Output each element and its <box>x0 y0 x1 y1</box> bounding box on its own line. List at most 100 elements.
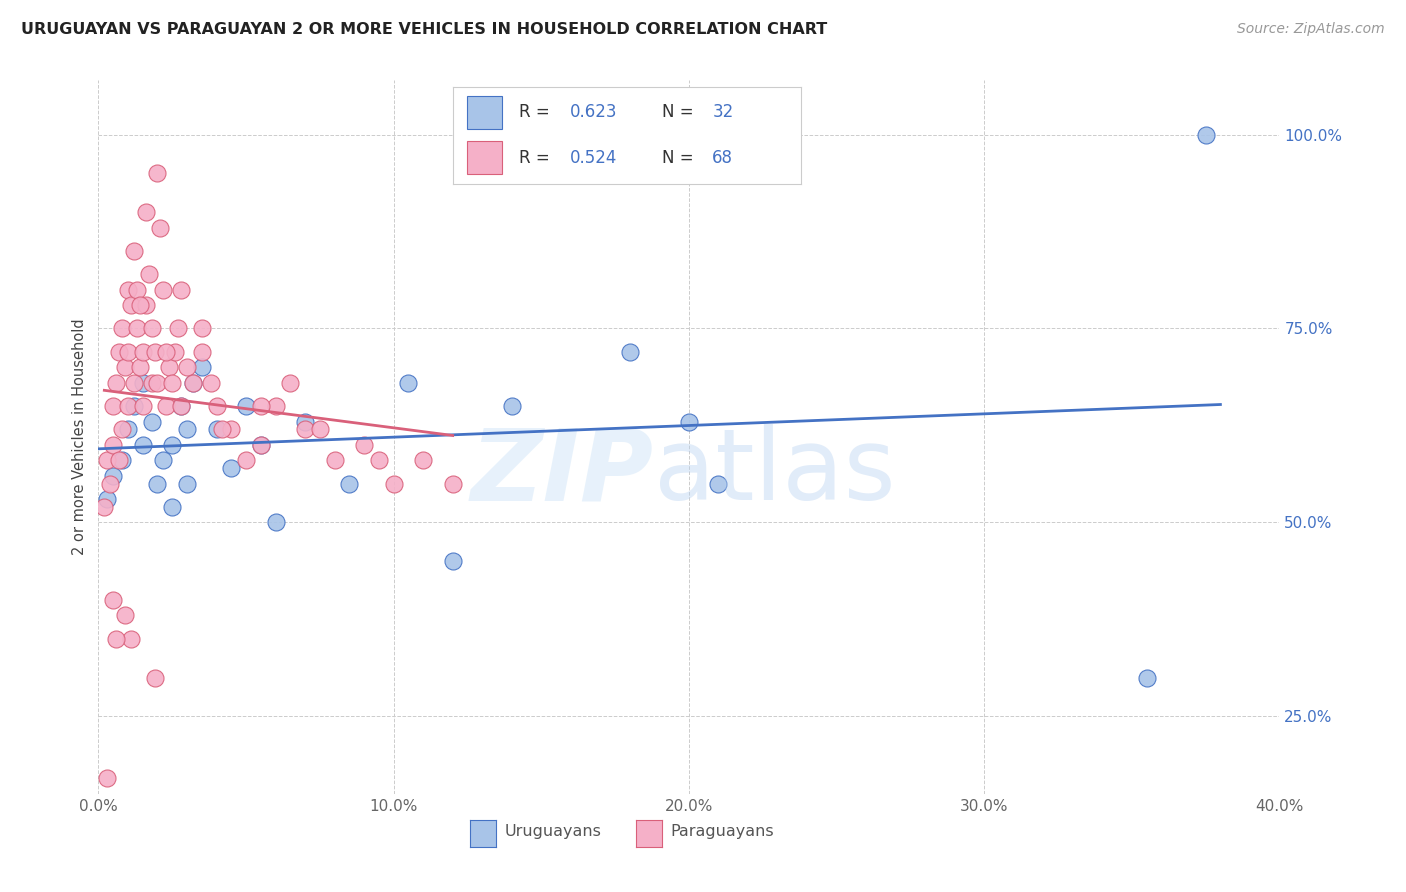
Point <box>141 321 163 335</box>
Point <box>105 632 128 646</box>
Point <box>353 438 375 452</box>
Point <box>162 438 183 452</box>
Text: URUGUAYAN VS PARAGUAYAN 2 OR MORE VEHICLES IN HOUSEHOLD CORRELATION CHART: URUGUAYAN VS PARAGUAYAN 2 OR MORE VEHICL… <box>21 22 827 37</box>
Point <box>132 376 155 390</box>
Point <box>111 422 134 436</box>
Point <box>170 399 193 413</box>
Point <box>108 453 131 467</box>
Point <box>205 399 228 413</box>
Point <box>412 453 434 467</box>
Point <box>181 376 204 390</box>
Point <box>96 772 118 786</box>
Point <box>678 415 700 429</box>
Point <box>117 283 139 297</box>
Point <box>250 438 273 452</box>
Point <box>191 360 214 375</box>
Point <box>191 321 214 335</box>
Point <box>619 344 641 359</box>
Point <box>111 453 134 467</box>
Point <box>108 344 131 359</box>
Point <box>1136 671 1159 685</box>
Point <box>170 399 193 413</box>
Point <box>250 438 273 452</box>
Point <box>1195 128 1218 142</box>
Point <box>103 399 125 413</box>
Point <box>441 554 464 568</box>
Point <box>125 321 148 335</box>
Point <box>294 415 316 429</box>
Point <box>143 671 166 685</box>
Point <box>441 476 464 491</box>
Text: atlas: atlas <box>654 425 896 521</box>
Y-axis label: 2 or more Vehicles in Household: 2 or more Vehicles in Household <box>72 318 87 556</box>
Point <box>176 422 198 436</box>
Point <box>120 632 142 646</box>
Point <box>93 500 115 514</box>
Point <box>132 399 155 413</box>
Text: ZIP: ZIP <box>471 425 654 521</box>
Point <box>264 516 287 530</box>
Point <box>138 267 160 281</box>
Point <box>205 422 228 436</box>
Point <box>122 244 145 258</box>
Point <box>103 438 125 452</box>
Point <box>235 453 257 467</box>
Point <box>170 283 193 297</box>
Point <box>501 399 523 413</box>
Point <box>122 399 145 413</box>
Point <box>125 283 148 297</box>
Point <box>167 321 190 335</box>
Text: Uruguayans: Uruguayans <box>505 824 602 839</box>
Point <box>117 344 139 359</box>
Point <box>120 298 142 312</box>
Point <box>200 376 222 390</box>
Point <box>96 453 118 467</box>
Point <box>191 344 214 359</box>
Point <box>149 220 172 235</box>
Point <box>132 344 155 359</box>
Point <box>96 492 118 507</box>
Point <box>152 283 174 297</box>
Point <box>264 399 287 413</box>
Point <box>103 468 125 483</box>
Point <box>323 453 346 467</box>
Point <box>250 399 273 413</box>
Point <box>181 376 204 390</box>
Point <box>294 422 316 436</box>
Point <box>143 344 166 359</box>
Point <box>132 438 155 452</box>
Point <box>135 205 157 219</box>
Point <box>103 593 125 607</box>
Point <box>146 376 169 390</box>
Point <box>146 476 169 491</box>
Point <box>128 298 150 312</box>
Point <box>235 399 257 413</box>
Text: Paraguayans: Paraguayans <box>671 824 773 839</box>
Point <box>122 376 145 390</box>
Point <box>707 476 730 491</box>
Point <box>162 376 183 390</box>
Point <box>152 453 174 467</box>
Point <box>128 360 150 375</box>
Point <box>165 344 187 359</box>
Text: Source: ZipAtlas.com: Source: ZipAtlas.com <box>1237 22 1385 37</box>
Point <box>382 476 405 491</box>
Point <box>155 399 177 413</box>
Point <box>398 376 420 390</box>
Point <box>211 422 233 436</box>
Point <box>221 461 243 475</box>
Point <box>309 422 332 436</box>
Point <box>155 344 177 359</box>
Point <box>105 376 128 390</box>
Point <box>114 360 136 375</box>
Point <box>162 500 183 514</box>
Point <box>176 476 198 491</box>
Point <box>280 376 302 390</box>
Point <box>114 608 136 623</box>
Point <box>98 476 121 491</box>
Point <box>368 453 391 467</box>
Point <box>135 298 157 312</box>
Point <box>221 422 243 436</box>
Point <box>141 415 163 429</box>
Point <box>117 399 139 413</box>
